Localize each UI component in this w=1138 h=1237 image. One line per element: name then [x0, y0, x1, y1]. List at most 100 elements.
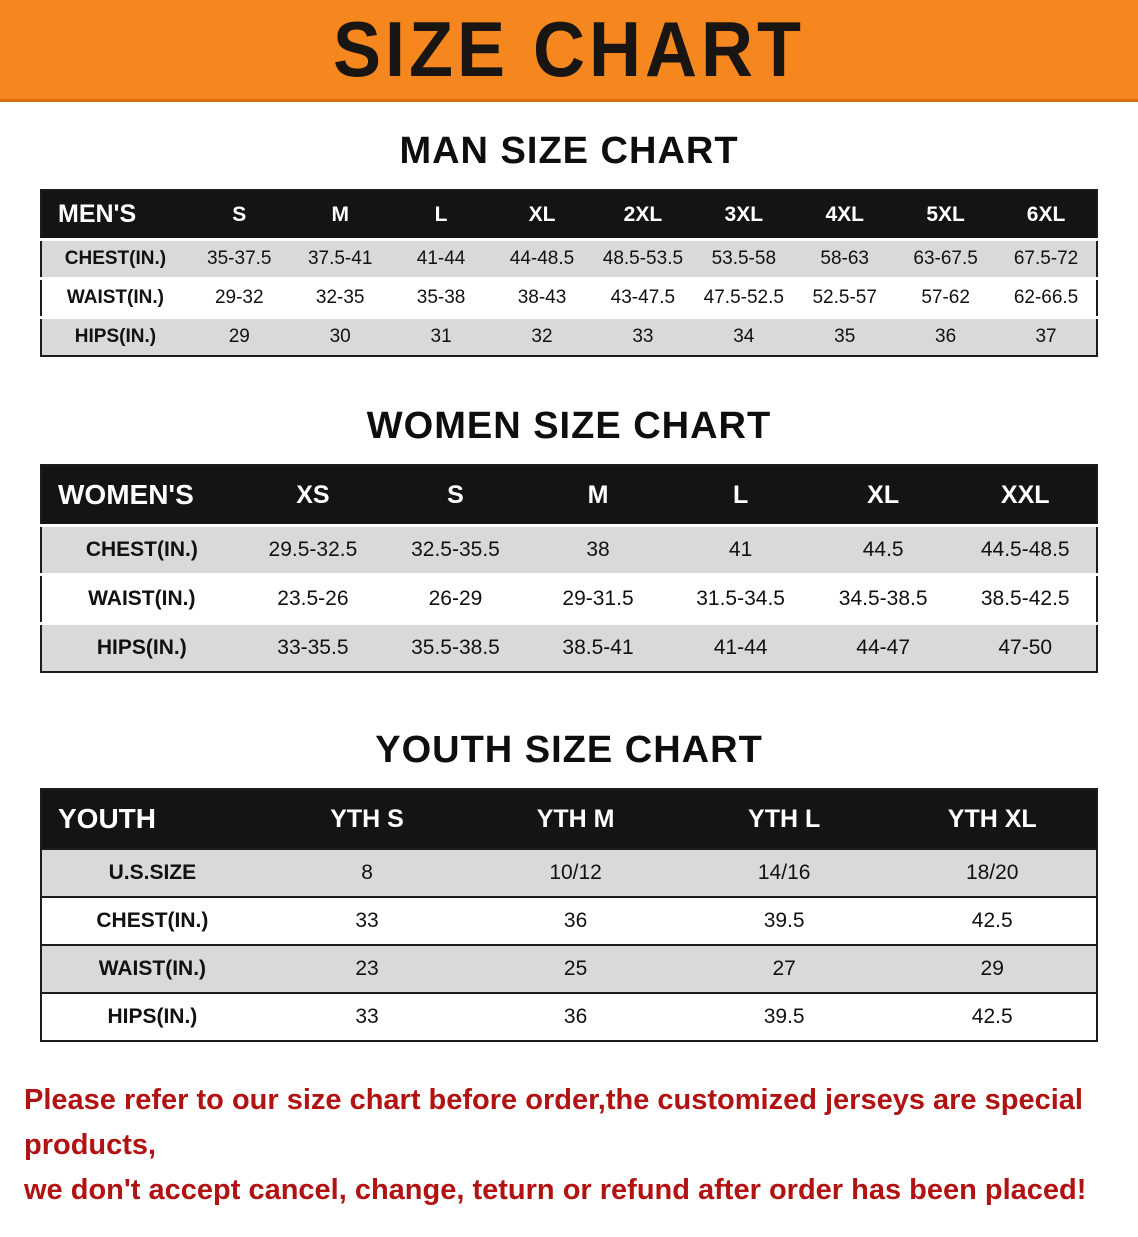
youth-table-row: WAIST(IN.) 23 25 27 29 — [41, 945, 1097, 993]
women-size-table: WOMEN'S XS S M L XL XXL CHEST(IN.) 29.5-32.5 32.5… — [40, 464, 1098, 673]
row-label: U.S.SIZE — [108, 861, 197, 884]
men-group-label: MEN'S — [41, 190, 189, 240]
size-value: 27 — [772, 957, 796, 980]
women-table-row: CHEST(IN.) 29.5-32.5 32.5-35.5 38 41 44.5 44.5… — [41, 525, 1097, 575]
disclaimer-line-1: Please refer to our size chart before or… — [24, 1084, 1083, 1161]
youth-size-column-header: YTH L — [679, 789, 889, 849]
women-group-label: WOMEN'S — [41, 465, 242, 526]
size-value: 29-32 — [214, 287, 264, 308]
men-size-table: MEN'S S M L XL 2XL 3XL 4XL 5XL 6XL CHEST(IN.) 35-37… — [40, 189, 1098, 357]
size-value: 36 — [563, 1005, 588, 1028]
section-men: MAN SIZE CHART MEN'S S M L XL 2XL 3XL 4XL 5XL 6XL… — [0, 130, 1138, 357]
youth-table-row: HIPS(IN.) 33 36 39.5 42.5 — [41, 993, 1097, 1041]
size-value: 29-31.5 — [562, 587, 634, 610]
women-table-row: HIPS(IN.) 33-35.5 35.5-38.5 38.5-41 41-44 44-… — [41, 623, 1097, 672]
youth-size-column-header: YTH S — [262, 789, 472, 849]
men-size-column-header: S — [188, 190, 290, 240]
size-value: 29 — [228, 326, 250, 347]
size-value: 25 — [563, 957, 588, 980]
size-value: 37 — [1035, 326, 1057, 347]
women-size-column-header: M — [526, 465, 670, 526]
disclaimer-line-2: we don't accept cancel, change, teturn o… — [24, 1173, 1087, 1206]
size-value: 43-47.5 — [610, 287, 676, 308]
size-value: 62-66.5 — [1013, 287, 1079, 308]
size-value: 36 — [563, 909, 588, 932]
size-value: 41 — [728, 538, 753, 561]
men-table-row: HIPS(IN.) 29 30 31 32 33 34 35 36 37 — [41, 317, 1097, 356]
size-value: 42.5 — [971, 909, 1013, 932]
size-value: 33 — [355, 909, 379, 932]
size-value: 35-37.5 — [207, 248, 272, 269]
size-value: 41-44 — [713, 636, 768, 659]
size-value: 39.5 — [763, 1005, 805, 1028]
size-value: 57-62 — [921, 287, 970, 308]
men-header-row: MEN'S S M L XL 2XL 3XL 4XL 5XL 6XL — [41, 190, 1097, 240]
row-label: CHEST(IN.) — [85, 538, 198, 561]
size-value: 38 — [586, 538, 610, 561]
men-size-column-header: 3XL — [693, 190, 795, 240]
row-label: HIPS(IN.) — [96, 636, 187, 659]
size-value: 31.5-34.5 — [696, 587, 785, 610]
size-value: 42.5 — [971, 1005, 1013, 1028]
size-value: 47.5-52.5 — [703, 287, 784, 308]
size-value: 34.5-38.5 — [838, 587, 928, 610]
size-value: 39.5 — [763, 909, 805, 932]
size-value: 41-44 — [416, 248, 466, 269]
women-size-column-header: XL — [811, 465, 955, 526]
men-table-row: WAIST(IN.) 29-32 32-35 35-38 38-43 43-47.5 47.… — [41, 278, 1097, 318]
size-value: 18/20 — [965, 861, 1019, 884]
section-women: WOMEN SIZE CHART WOMEN'S XS S M L XL XXL CHEST(… — [0, 405, 1138, 673]
youth-size-column-header: YTH M — [471, 789, 680, 849]
men-chart-heading: MAN SIZE CHART — [399, 130, 739, 172]
men-size-column-header: 5XL — [895, 190, 997, 240]
size-value: 34 — [733, 326, 755, 347]
page-title: SIZE CHART — [333, 6, 805, 93]
size-value: 38-43 — [517, 287, 567, 308]
women-size-column-header: L — [669, 465, 812, 526]
size-value: 32 — [531, 326, 553, 347]
women-table-row: WAIST(IN.) 23.5-26 26-29 29-31.5 31.5-34.5 34… — [41, 574, 1097, 624]
women-size-column-header: S — [384, 465, 527, 526]
size-value: 35-38 — [416, 287, 466, 308]
size-value: 23.5-26 — [277, 587, 349, 610]
men-size-column-header: XL — [491, 190, 593, 240]
row-label: HIPS(IN.) — [107, 1005, 198, 1028]
row-label: CHEST(IN.) — [64, 248, 167, 269]
size-value: 31 — [430, 326, 452, 347]
size-value: 33 — [632, 326, 654, 347]
size-value: 53.5-58 — [711, 248, 777, 269]
size-value: 36 — [935, 326, 957, 347]
men-size-column-header: L — [390, 190, 492, 240]
row-label: WAIST(IN.) — [66, 287, 164, 308]
row-label: WAIST(IN.) — [88, 587, 196, 610]
size-value: 10/12 — [549, 861, 602, 884]
size-value: 38.5-42.5 — [980, 587, 1070, 610]
youth-table-row: CHEST(IN.) 33 36 39.5 42.5 — [41, 897, 1097, 945]
size-value: 32-35 — [315, 287, 365, 308]
size-value: 48.5-53.5 — [602, 248, 684, 269]
size-value: 44.5 — [862, 538, 904, 561]
women-header-row: WOMEN'S XS S M L XL XXL — [41, 465, 1097, 526]
size-value: 44.5-48.5 — [980, 538, 1070, 561]
youth-group-label: YOUTH — [41, 789, 263, 849]
banner: SIZE CHART — [0, 0, 1138, 102]
women-size-column-header: XXL — [954, 465, 1097, 526]
row-label: HIPS(IN.) — [74, 326, 157, 347]
size-value: 67.5-72 — [1013, 248, 1079, 269]
row-label: CHEST(IN.) — [96, 909, 209, 932]
size-value: 52.5-57 — [812, 287, 877, 308]
men-size-column-header: 6XL — [996, 190, 1097, 240]
size-value: 44-47 — [856, 636, 911, 659]
youth-header-row: YOUTH YTH S YTH M YTH L YTH XL — [41, 789, 1097, 849]
disclaimer: Please refer to our size chart before or… — [24, 1078, 1114, 1213]
size-value: 33 — [355, 1005, 379, 1028]
women-chart-heading: WOMEN SIZE CHART — [366, 405, 772, 447]
size-value: 58-63 — [820, 248, 870, 269]
size-value: 30 — [329, 326, 351, 347]
size-chart-content: MAN SIZE CHART MEN'S S M L XL 2XL 3XL 4XL 5XL 6XL… — [0, 130, 1138, 1042]
size-value: 29 — [980, 957, 1004, 980]
women-size-column-header: XS — [241, 465, 385, 526]
size-value: 38.5-41 — [562, 636, 634, 659]
size-value: 35 — [834, 326, 856, 347]
men-size-column-header: 2XL — [592, 190, 694, 240]
